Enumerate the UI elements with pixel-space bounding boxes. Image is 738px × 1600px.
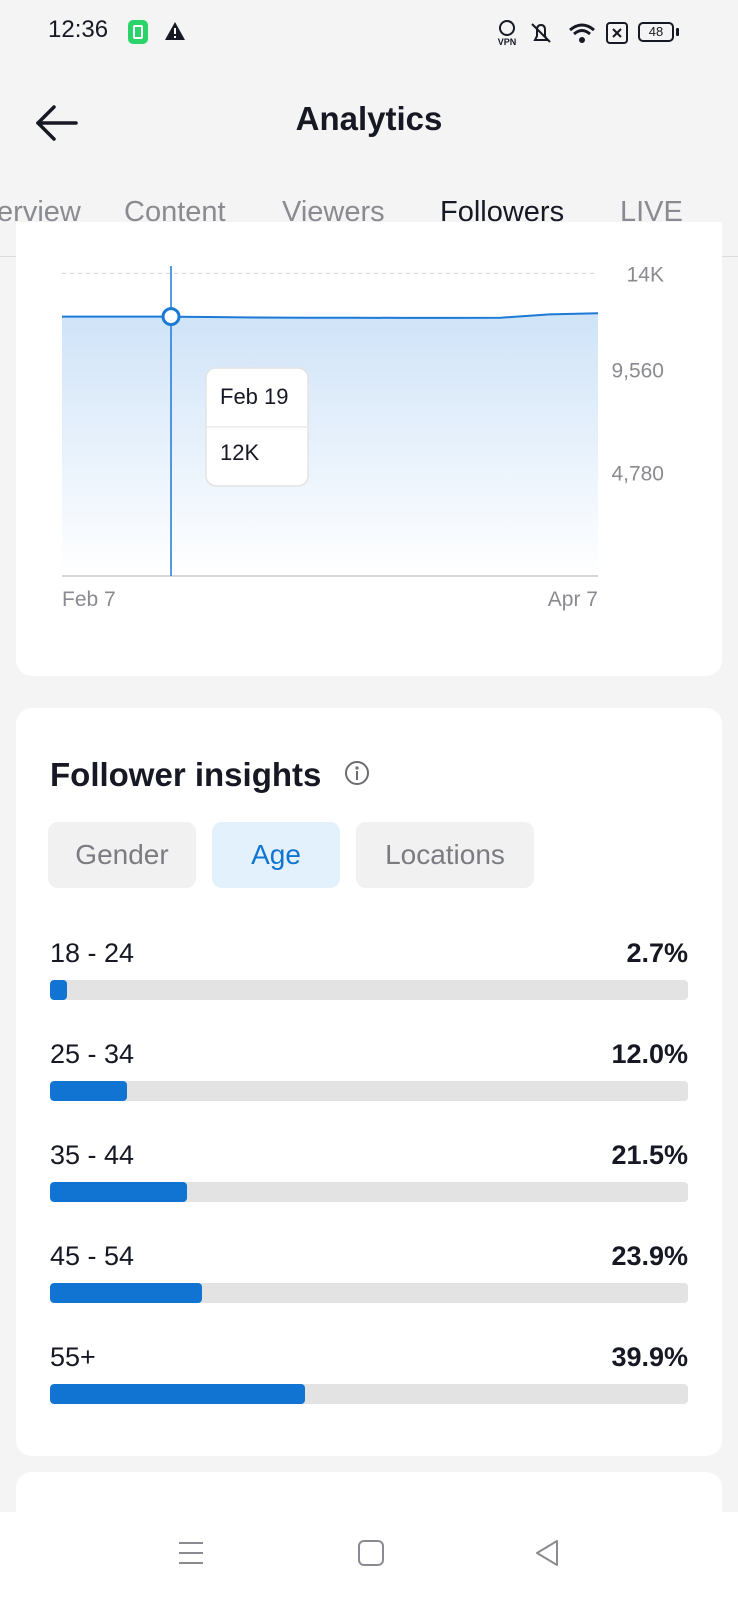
y-tick-label: 14K xyxy=(627,263,664,286)
age-label: 18 - 24 xyxy=(50,938,135,968)
vpn-label: VPN xyxy=(498,37,517,46)
page-title: Analytics xyxy=(295,100,443,137)
vpn-icon: VPN xyxy=(498,20,517,46)
battery-level: 48 xyxy=(648,24,664,39)
age-label: 25 - 34 xyxy=(50,1039,135,1069)
system-nav-bar xyxy=(0,1512,738,1600)
battery-icon: 48 xyxy=(638,22,674,42)
age-bar-track xyxy=(50,980,688,1000)
chart-tooltip: Feb 19 12K xyxy=(205,367,309,487)
insights-title: Follower insights xyxy=(50,756,322,793)
age-percent: 39.9% xyxy=(611,1342,688,1372)
x-tick-label: Apr 7 xyxy=(548,588,598,611)
age-row: 55+ 39.9% xyxy=(50,1342,688,1418)
age-bar-track xyxy=(50,1283,688,1303)
age-bar-fill xyxy=(50,980,68,1000)
age-bar-fill xyxy=(50,1384,305,1404)
age-row: 45 - 54 23.9% xyxy=(50,1241,688,1317)
x-tick-label: Feb 7 xyxy=(62,588,116,611)
back-icon[interactable] xyxy=(532,1538,562,1568)
age-row: 18 - 24 2.7% xyxy=(50,938,688,1014)
segment-gender[interactable]: Gender xyxy=(48,822,196,888)
battery-tip xyxy=(676,28,679,36)
info-icon[interactable] xyxy=(344,760,370,786)
battery-saver-icon xyxy=(128,20,148,44)
sim-off-icon xyxy=(606,22,628,44)
age-bar-track xyxy=(50,1384,688,1404)
menu-icon[interactable] xyxy=(176,1538,206,1568)
back-arrow-icon xyxy=(36,105,78,141)
segment-age[interactable]: Age xyxy=(212,822,340,888)
age-bar-track xyxy=(50,1081,688,1101)
series-line xyxy=(62,312,599,319)
tooltip-point xyxy=(161,307,181,327)
y-tick-label: 9,560 xyxy=(611,359,664,382)
back-button[interactable] xyxy=(30,96,84,150)
age-bar-fill xyxy=(50,1182,188,1202)
age-percent: 12.0% xyxy=(611,1039,688,1069)
home-icon[interactable] xyxy=(356,1538,386,1568)
age-percent: 2.7% xyxy=(626,938,688,968)
tooltip-value: 12K xyxy=(220,440,259,465)
tooltip-date: Feb 19 xyxy=(220,384,289,409)
age-label: 55+ xyxy=(50,1342,96,1372)
age-label: 45 - 54 xyxy=(50,1241,135,1271)
age-label: 35 - 44 xyxy=(50,1140,135,1170)
header: Analytics xyxy=(0,66,738,176)
age-percent: 21.5% xyxy=(611,1140,688,1170)
area-fill xyxy=(62,313,598,576)
wifi-icon xyxy=(569,23,595,43)
age-bar-fill xyxy=(50,1283,203,1303)
followers-chart[interactable]: 14K 9,560 4,780 Feb 7 Apr 7 Feb 19 12K xyxy=(0,256,738,636)
y-tick-label: 4,780 xyxy=(611,463,664,486)
mute-icon xyxy=(531,23,551,43)
follower-insights-card: Follower insights Gender Age Locations 1… xyxy=(16,708,722,1456)
segment-locations[interactable]: Locations xyxy=(356,822,534,888)
age-row: 35 - 44 21.5% xyxy=(50,1140,688,1216)
age-row: 25 - 34 12.0% xyxy=(50,1039,688,1115)
status-time: 12:36 xyxy=(48,16,109,43)
age-percent: 23.9% xyxy=(611,1241,688,1271)
status-bar: 12:36 VPN 48 xyxy=(0,0,738,66)
age-bar-track xyxy=(50,1182,688,1202)
age-bar-fill xyxy=(50,1081,127,1101)
warning-icon xyxy=(165,22,185,40)
